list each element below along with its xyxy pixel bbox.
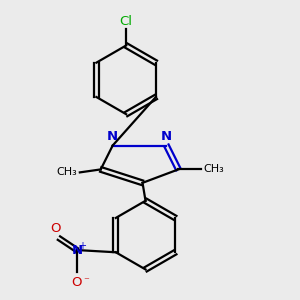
Text: Cl: Cl <box>120 15 133 28</box>
Text: O: O <box>51 222 61 235</box>
Text: N: N <box>107 130 118 143</box>
Text: +: + <box>78 241 86 250</box>
Text: ⁻: ⁻ <box>83 276 89 286</box>
Text: N: N <box>71 244 82 256</box>
Text: O: O <box>72 276 82 289</box>
Text: N: N <box>161 130 172 143</box>
Text: CH₃: CH₃ <box>203 164 224 174</box>
Text: CH₃: CH₃ <box>57 167 77 177</box>
